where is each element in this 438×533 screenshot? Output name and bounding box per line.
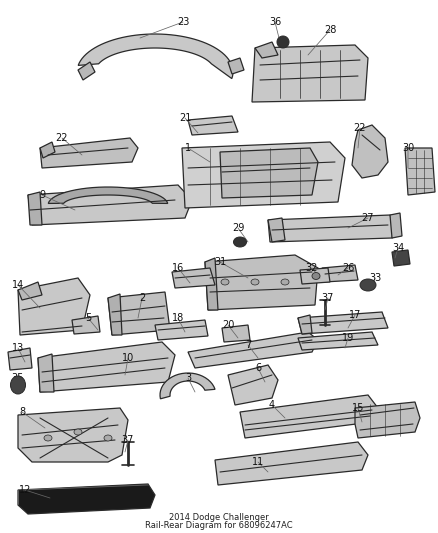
Text: 18: 18	[172, 313, 184, 323]
Polygon shape	[205, 258, 218, 310]
Polygon shape	[205, 255, 318, 310]
Polygon shape	[188, 332, 318, 368]
Polygon shape	[355, 402, 420, 438]
Polygon shape	[298, 312, 388, 334]
Text: 2014 Dodge Challenger: 2014 Dodge Challenger	[169, 513, 269, 522]
Text: 37: 37	[122, 435, 134, 445]
Polygon shape	[215, 442, 368, 485]
Polygon shape	[240, 395, 378, 438]
Text: 35: 35	[12, 373, 24, 383]
Polygon shape	[40, 142, 55, 158]
Polygon shape	[390, 213, 402, 238]
Ellipse shape	[277, 36, 289, 48]
Text: 10: 10	[122, 353, 134, 363]
Text: 4: 4	[269, 400, 275, 410]
Text: 34: 34	[392, 243, 404, 253]
Polygon shape	[48, 187, 168, 204]
Polygon shape	[322, 265, 358, 282]
Ellipse shape	[233, 237, 247, 247]
Polygon shape	[228, 58, 244, 74]
Text: 32: 32	[306, 263, 318, 273]
Polygon shape	[18, 484, 155, 514]
Text: 8: 8	[19, 407, 25, 417]
Polygon shape	[352, 125, 388, 178]
Text: 37: 37	[322, 293, 334, 303]
Polygon shape	[18, 282, 42, 300]
Ellipse shape	[281, 279, 289, 285]
Text: 13: 13	[12, 343, 24, 353]
Ellipse shape	[104, 435, 112, 441]
Polygon shape	[78, 34, 233, 78]
Ellipse shape	[74, 429, 82, 435]
Polygon shape	[78, 62, 95, 80]
Polygon shape	[228, 365, 278, 405]
Polygon shape	[8, 348, 32, 370]
Text: 7: 7	[245, 340, 251, 350]
Polygon shape	[155, 320, 208, 340]
Text: 11: 11	[252, 457, 264, 467]
Polygon shape	[222, 325, 250, 342]
Polygon shape	[18, 408, 128, 462]
Ellipse shape	[312, 272, 320, 279]
Text: 2: 2	[139, 293, 145, 303]
Polygon shape	[405, 148, 435, 195]
Text: 14: 14	[12, 280, 24, 290]
Text: 9: 9	[39, 190, 45, 200]
Polygon shape	[28, 192, 42, 225]
Text: 29: 29	[232, 223, 244, 233]
Text: 15: 15	[352, 403, 364, 413]
Text: 23: 23	[177, 17, 189, 27]
Text: 21: 21	[179, 113, 191, 123]
Text: 3: 3	[185, 373, 191, 383]
Polygon shape	[18, 278, 90, 335]
Polygon shape	[188, 116, 238, 135]
Text: 12: 12	[19, 485, 31, 495]
Ellipse shape	[11, 376, 25, 394]
Text: 1: 1	[185, 143, 191, 153]
Polygon shape	[300, 268, 330, 284]
Polygon shape	[28, 185, 192, 225]
Polygon shape	[252, 45, 368, 102]
Text: 26: 26	[342, 263, 354, 273]
Polygon shape	[392, 250, 410, 266]
Polygon shape	[182, 142, 345, 208]
Polygon shape	[298, 315, 312, 334]
Polygon shape	[40, 138, 138, 168]
Text: 31: 31	[214, 257, 226, 267]
Text: 6: 6	[255, 363, 261, 373]
Text: 30: 30	[402, 143, 414, 153]
Text: 27: 27	[362, 213, 374, 223]
Polygon shape	[268, 215, 395, 242]
Text: 33: 33	[369, 273, 381, 283]
Polygon shape	[38, 354, 54, 392]
Polygon shape	[172, 268, 215, 288]
Polygon shape	[298, 332, 378, 350]
Text: 22: 22	[56, 133, 68, 143]
Text: 20: 20	[222, 320, 234, 330]
Text: 36: 36	[269, 17, 281, 27]
Text: 28: 28	[324, 25, 336, 35]
Text: 19: 19	[342, 333, 354, 343]
Polygon shape	[72, 316, 100, 334]
Text: Rail-Rear Diagram for 68096247AC: Rail-Rear Diagram for 68096247AC	[145, 521, 293, 530]
Polygon shape	[255, 42, 278, 58]
Ellipse shape	[251, 279, 259, 285]
Polygon shape	[268, 218, 285, 242]
Polygon shape	[108, 292, 170, 335]
Polygon shape	[160, 373, 215, 399]
Text: 5: 5	[85, 313, 91, 323]
Text: 22: 22	[354, 123, 366, 133]
Text: 17: 17	[349, 310, 361, 320]
Polygon shape	[108, 294, 122, 335]
Text: 16: 16	[172, 263, 184, 273]
Polygon shape	[220, 148, 318, 198]
Ellipse shape	[360, 279, 376, 291]
Ellipse shape	[221, 279, 229, 285]
Ellipse shape	[44, 435, 52, 441]
Polygon shape	[38, 342, 175, 392]
